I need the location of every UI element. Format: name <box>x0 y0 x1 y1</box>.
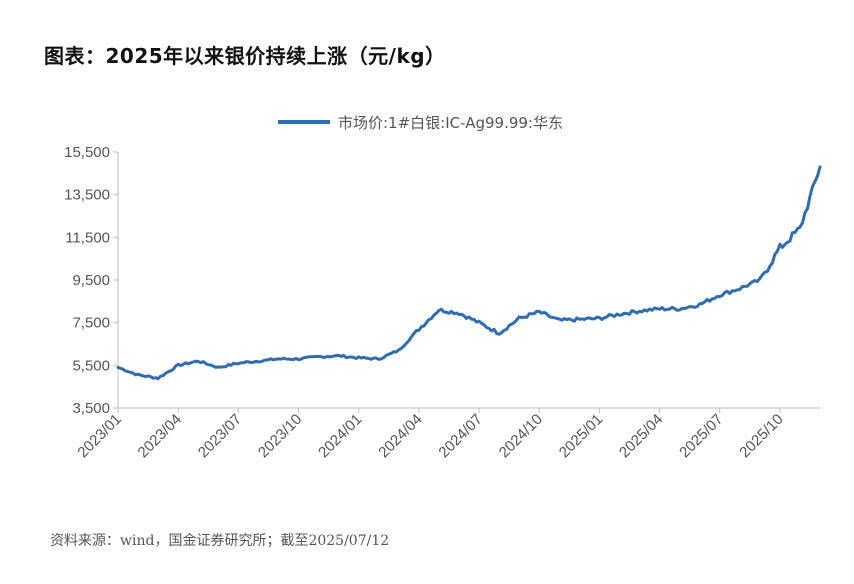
x-tick-label: 2025/07 <box>676 411 726 461</box>
x-tick-label: 2023/10 <box>255 411 305 461</box>
x-tick-label: 2025/10 <box>736 411 786 461</box>
x-tick-label: 2024/01 <box>315 411 365 461</box>
x-tick-label: 2023/04 <box>135 411 185 461</box>
x-tick-label: 2023/07 <box>195 411 245 461</box>
legend-label: 市场价:1#白银:IC-Ag99.99:华东 <box>338 114 563 132</box>
source-note: 资料来源：wind，国金证券研究所；截至2025/07/12 <box>50 533 390 549</box>
y-tick-label: 5,500 <box>72 357 110 374</box>
y-tick-label: 15,500 <box>64 144 110 161</box>
chart-title: 图表：2025年以来银价持续上涨（元/kg） <box>44 44 446 68</box>
x-tick-label: 2024/04 <box>375 411 425 461</box>
y-tick-label: 9,500 <box>72 272 110 289</box>
y-tick-label: 13,500 <box>64 187 110 204</box>
x-tick-label: 2024/10 <box>496 411 546 461</box>
x-tick-label: 2025/04 <box>616 411 666 461</box>
y-tick-label: 11,500 <box>65 229 110 246</box>
legend: 市场价:1#白银:IC-Ag99.99:华东 <box>278 114 563 132</box>
y-tick-label: 3,500 <box>72 400 110 417</box>
x-tick-label: 2025/01 <box>556 411 606 461</box>
series-line <box>116 165 822 381</box>
x-tick-label: 2024/07 <box>435 411 485 461</box>
x-tick-label: 2023/01 <box>74 411 124 461</box>
y-tick-label: 7,500 <box>72 315 110 332</box>
